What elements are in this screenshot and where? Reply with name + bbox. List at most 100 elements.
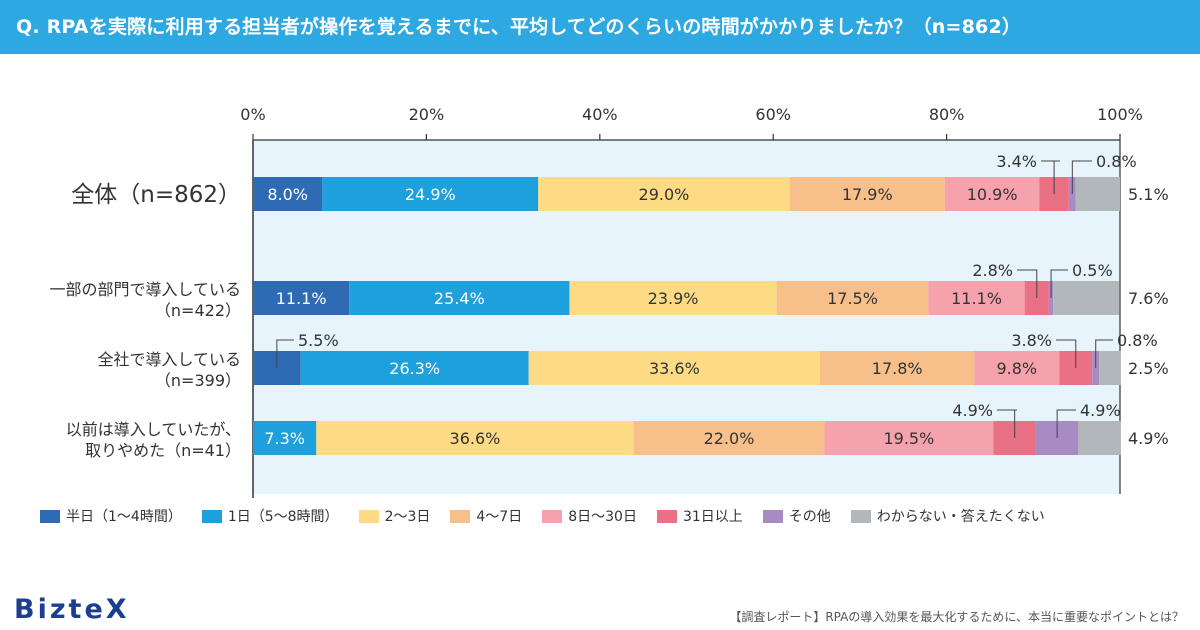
data-label: 17.9% — [842, 185, 893, 204]
bar-segment — [316, 421, 634, 455]
data-label: 5.1% — [1128, 185, 1169, 204]
legend-item: 4～7日 — [450, 506, 522, 526]
bar-segment — [974, 351, 1060, 385]
report-footnote: 【調査レポート】RPAの導入効果を最大化するために、本当に重要なポイントとは？ — [729, 610, 1184, 624]
data-label-leader — [1071, 160, 1092, 194]
category-label: 以前は導入していたが、 — [66, 420, 241, 439]
bar-segment — [322, 177, 539, 211]
bar-segment — [944, 177, 1040, 211]
data-label: 33.6% — [649, 359, 700, 378]
data-label: 19.5% — [883, 429, 934, 448]
biztex-logo: BizteX — [14, 594, 130, 625]
x-tick-label: 20% — [409, 105, 445, 124]
data-label: 4.9% — [1128, 429, 1169, 448]
data-label-leader — [1017, 269, 1038, 298]
data-label: 29.0% — [639, 185, 690, 204]
x-tick-label: 40% — [582, 105, 618, 124]
data-label-leader — [276, 339, 294, 368]
category-label: 取りやめた（n=41） — [85, 441, 241, 460]
legend-item: 31日以上 — [656, 506, 743, 526]
bar-segment — [824, 421, 994, 455]
data-label: 2.8% — [972, 261, 1013, 280]
legend-label: 31日以上 — [682, 509, 743, 525]
bar-segment — [569, 281, 777, 315]
bar-segment — [538, 177, 790, 211]
legend-label: 1日（5～8時間） — [227, 509, 339, 525]
data-label: 5.5% — [298, 331, 339, 350]
legend-item: 1日（5～8時間） — [201, 506, 339, 526]
category-label: （n=399） — [155, 371, 241, 390]
legend-item: 半日（1～4時間） — [40, 506, 182, 526]
data-label: 3.4% — [996, 152, 1037, 171]
legend-swatch — [450, 509, 471, 523]
data-label: 24.9% — [405, 185, 456, 204]
data-label: 4.9% — [1080, 401, 1121, 420]
legend-label: 8日～30日 — [568, 509, 637, 525]
data-label-leader — [1041, 160, 1060, 194]
bar-segment — [253, 421, 317, 455]
data-label: 2.5% — [1128, 359, 1169, 378]
header-bar: Q. RPAを実際に利用する担当者が操作を覚えるまでに、平均してどのくらいの時間… — [0, 0, 1200, 54]
data-label-leader — [1095, 339, 1113, 368]
bar-segment — [1075, 177, 1120, 211]
bar-segment — [349, 281, 570, 315]
bar-segment — [1053, 281, 1120, 315]
legend-item: わからない・答えたくない — [850, 506, 1045, 526]
x-tick-label: 80% — [929, 105, 965, 124]
legend-item: 2～3日 — [358, 506, 431, 526]
legend-swatch — [358, 509, 379, 523]
data-label: 3.8% — [1011, 331, 1052, 350]
bar-segment — [776, 281, 929, 315]
data-label-leader — [1050, 269, 1068, 298]
legend-swatch — [762, 509, 783, 523]
category-label: 全体（n=862） — [71, 182, 241, 208]
data-label-leader — [997, 409, 1017, 438]
bar-segment — [253, 281, 350, 315]
bar-segment — [1078, 421, 1121, 455]
data-label: 8.0% — [267, 185, 308, 204]
legend-swatch — [201, 509, 222, 523]
data-label: 0.5% — [1072, 261, 1113, 280]
bar-segment — [528, 351, 821, 385]
data-label: 4.9% — [952, 401, 993, 420]
bar-segment — [1099, 351, 1121, 385]
legend-label: 4～7日 — [476, 509, 523, 525]
data-label: 23.9% — [648, 289, 699, 308]
legend-swatch — [542, 509, 563, 523]
chart-legend: 半日（1～4時間） 1日（5～8時間） 2～3日 4～7日 8日～30日 31日以上 その他… — [40, 506, 1065, 526]
bar-segment — [633, 421, 825, 455]
category-label: 全社で導入している — [97, 350, 241, 369]
data-label: 25.4% — [434, 289, 485, 308]
data-label: 10.9% — [967, 185, 1018, 204]
data-label: 22.0% — [704, 429, 755, 448]
category-label: （n=422） — [155, 301, 241, 320]
legend-label: その他 — [788, 509, 831, 525]
x-tick-label: 0% — [240, 105, 265, 124]
bar-segment — [300, 351, 529, 385]
data-label: 0.8% — [1096, 152, 1137, 171]
data-label: 11.1% — [276, 289, 327, 308]
bar-segment — [789, 177, 945, 211]
data-label-leader — [1056, 409, 1076, 438]
data-label: 11.1% — [951, 289, 1002, 308]
legend-swatch — [850, 509, 871, 523]
bar-segment — [820, 351, 975, 385]
bar-segment — [253, 177, 323, 211]
data-label: 36.6% — [450, 429, 501, 448]
data-label: 26.3% — [389, 359, 440, 378]
legend-label: 半日（1～4時間） — [66, 509, 182, 525]
data-label: 7.3% — [264, 429, 305, 448]
category-label: 一部の部門で導入している — [49, 280, 241, 299]
legend-label: わからない・答えたくない — [876, 509, 1045, 525]
question-title: Q. RPAを実際に利用する担当者が操作を覚えるまでに、平均してどのくらいの時間… — [16, 16, 1022, 38]
legend-swatch — [656, 509, 677, 523]
data-label: 0.8% — [1117, 331, 1158, 350]
data-label: 17.5% — [827, 289, 878, 308]
legend-item: その他 — [762, 506, 831, 526]
legend-label: 2～3日 — [384, 509, 431, 525]
legend-swatch — [40, 509, 60, 523]
x-tick-label: 100% — [1097, 105, 1143, 124]
data-label-leader — [1056, 339, 1077, 368]
legend-item: 8日～30日 — [542, 506, 637, 526]
